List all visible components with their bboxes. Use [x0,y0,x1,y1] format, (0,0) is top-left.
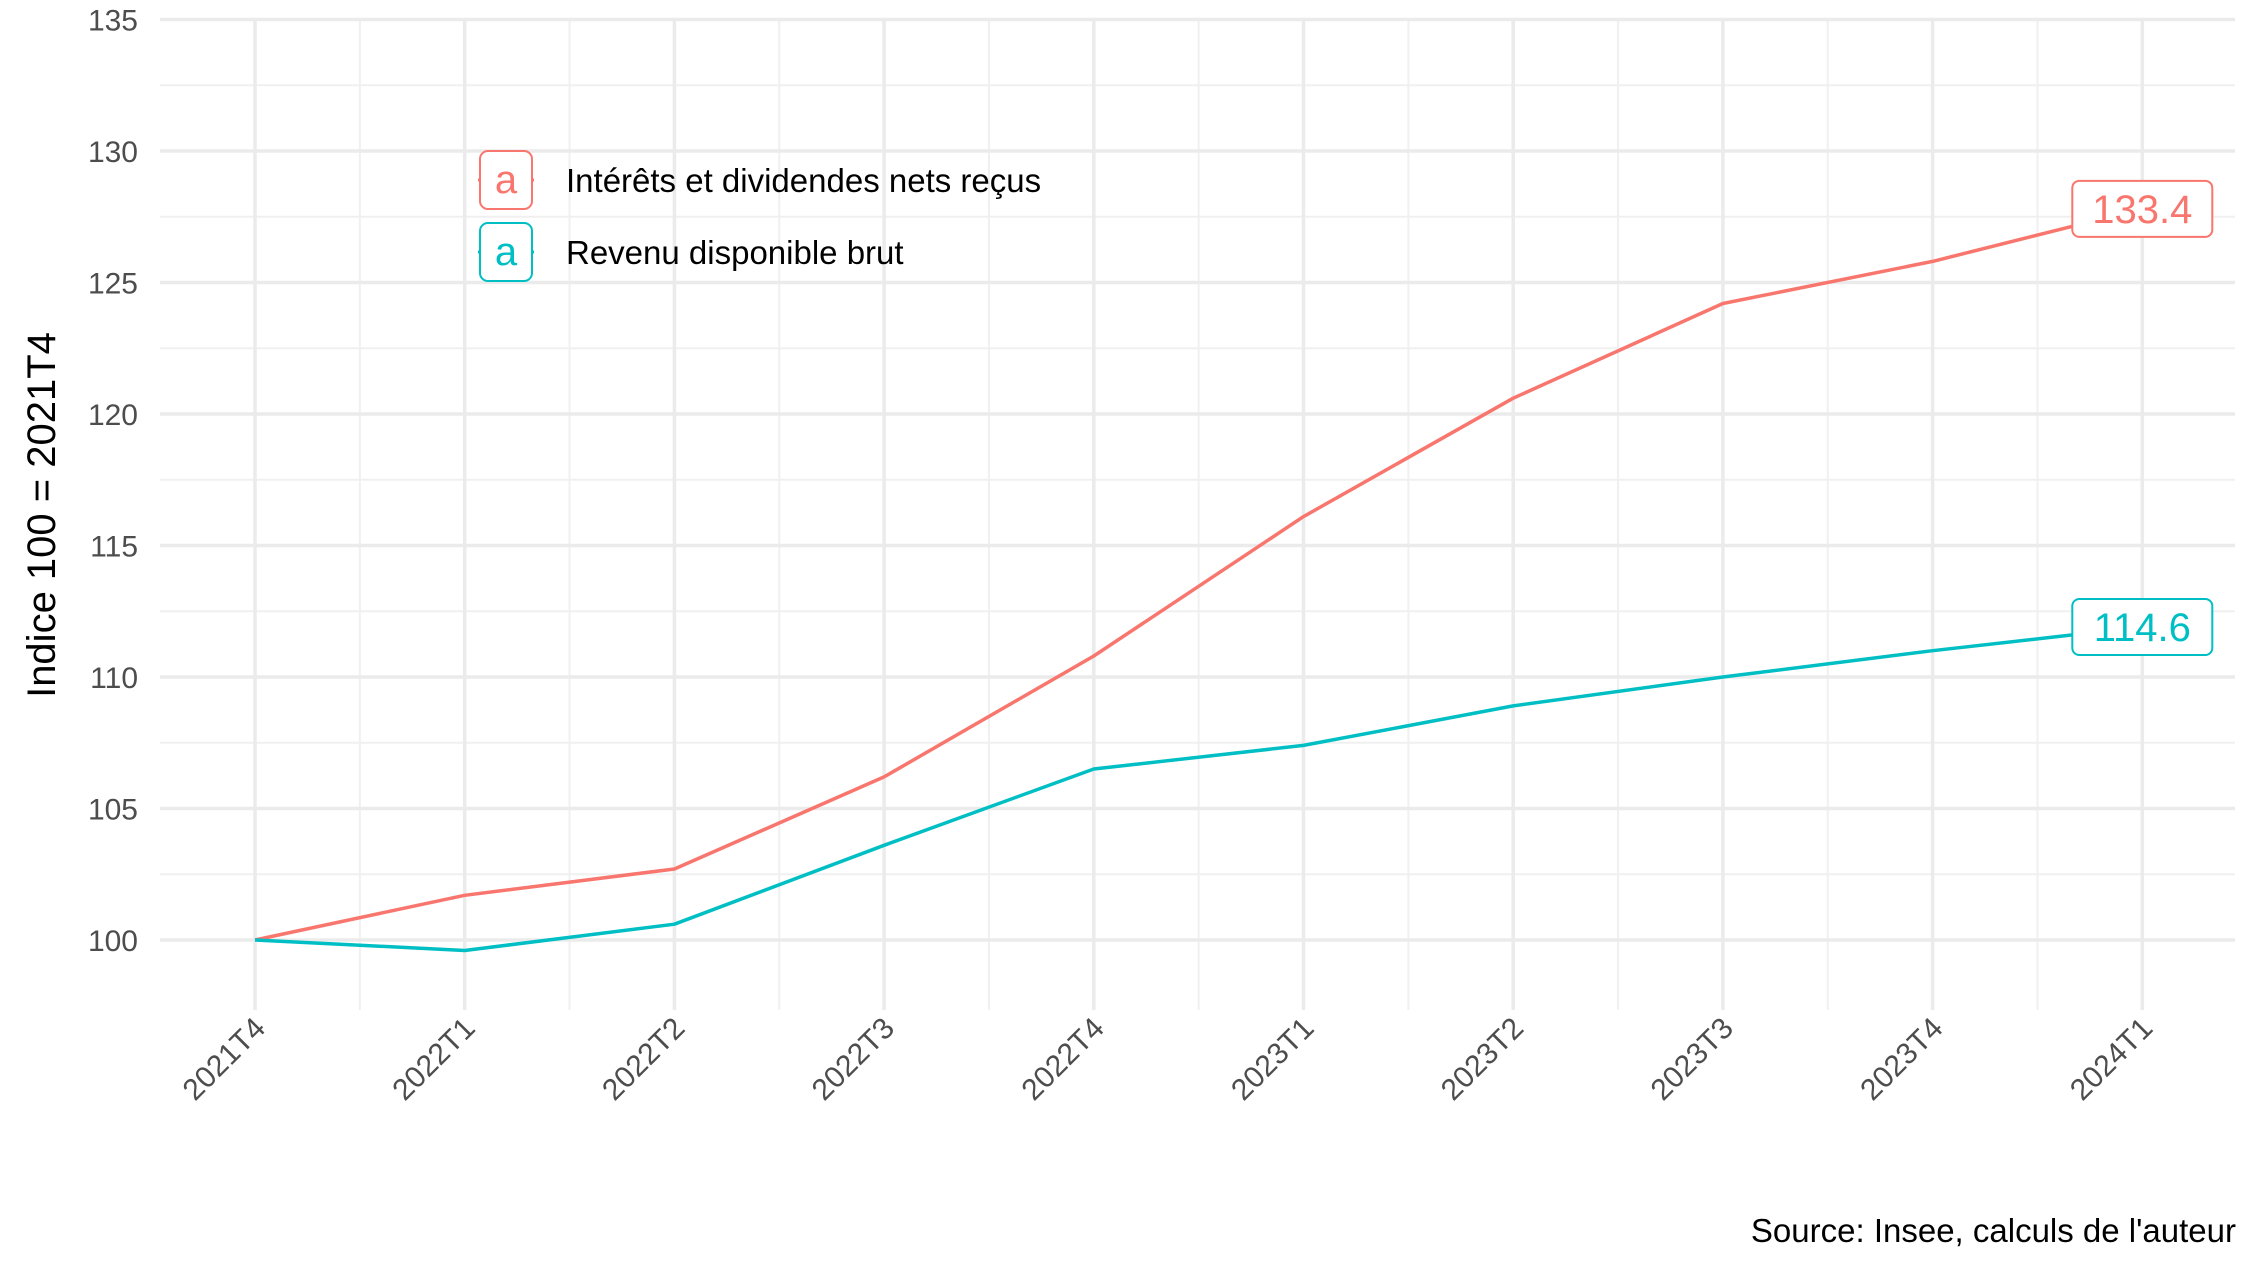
series-line-0 [254,207,2143,942]
major-gridlines [160,17,2235,1010]
caption: Source: Insee, calculs de l'auteur [1751,1212,2236,1249]
x-tick-label: 2022T4 [1015,1012,1110,1107]
x-tick-label: 2022T3 [806,1012,901,1107]
legend-label-0: Intérêts et dividendes nets reçus [566,162,1041,199]
end-label-1: 114.6 [2094,606,2191,650]
y-tick-label: 105 [88,793,138,826]
x-tick-label: 2022T2 [596,1012,691,1107]
y-tick-label: 100 [88,925,138,958]
y-tick-label: 135 [88,4,138,37]
series-line-1 [254,625,2143,953]
legend-key-glyph-1: a [495,230,518,274]
legend-key-box-0 [479,150,533,210]
legend-key-glyph-0: a [495,158,518,202]
y-tick-label: 120 [88,399,138,432]
y-tick-label: 115 [90,530,138,563]
minor-gridlines [160,20,2235,1010]
series-lines [254,207,2143,953]
x-tick-label: 2023T3 [1645,1012,1740,1107]
end-label-0: 133.4 [2092,188,2192,232]
end-label-box-0 [2071,179,2214,238]
x-tick-label: 2021T4 [177,1012,272,1107]
x-tick-label: 2023T4 [1854,1012,1949,1107]
y-axis-title: Indice 100 = 2021T4 [20,332,64,698]
end-label-box-1 [2071,598,2214,657]
y-axis-ticks: 100 105 110 115 120 125 130 135 [88,4,138,958]
x-axis-ticks: 2021T4 2022T1 2022T2 2022T3 2022T4 2023T1 2023… [177,1012,2160,1107]
y-tick-label: 125 [88,267,138,300]
end-labels: 133.4 114.6 [2071,179,2214,657]
x-tick-label: 2024T1 [2064,1012,2159,1107]
legend-key-box-1 [479,222,533,282]
x-tick-label: 2022T1 [386,1012,481,1107]
x-tick-label: 2023T2 [1435,1012,1530,1107]
y-tick-label: 130 [88,136,138,169]
legend: a Intérêts et dividendes nets reçus a Reven… [478,150,1041,282]
y-tick-label: 110 [90,662,138,695]
legend-label-1: Revenu disponible brut [566,234,904,271]
x-tick-label: 2023T1 [1225,1012,1320,1107]
